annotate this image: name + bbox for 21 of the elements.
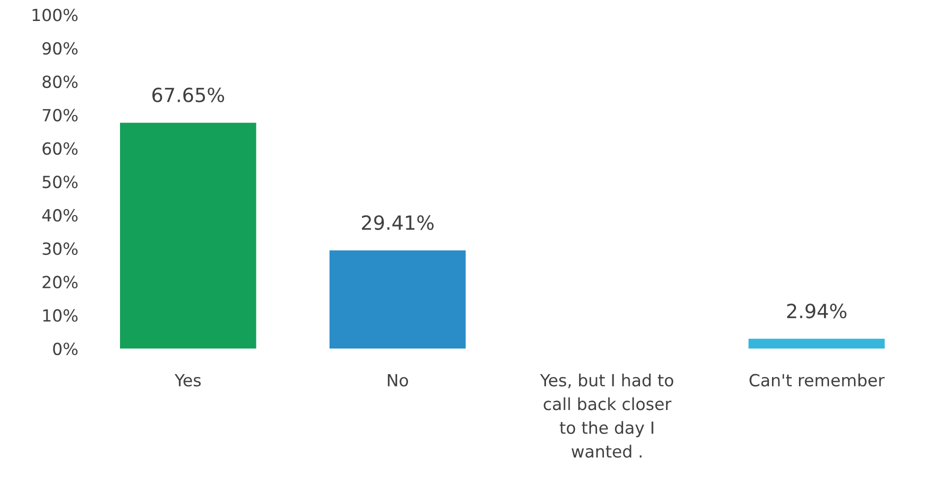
bar	[330, 250, 466, 349]
y-tick-label: 90%	[42, 42, 78, 55]
y-tick-label: 70%	[42, 108, 78, 122]
x-tick-label: Yes	[174, 374, 201, 387]
y-tick-label: 40%	[42, 209, 78, 222]
x-tick-label: Yes, but I had to call back closer to the day I wanted .	[540, 374, 674, 458]
y-tick-label: 20%	[42, 276, 78, 288]
y-tick-label: 50%	[42, 176, 78, 188]
y-tick-label: 30%	[42, 242, 78, 256]
data-label: 29.41%	[362, 215, 434, 230]
y-tick-label: 60%	[42, 142, 78, 155]
bar	[748, 338, 885, 349]
y-tick-label: 0%	[53, 342, 78, 356]
y-tick-label: 10%	[43, 309, 78, 322]
y-tick-label: 80%	[42, 75, 78, 88]
y-tick-label: 100%	[32, 8, 78, 22]
data-label: 2.94%	[787, 304, 846, 318]
bar	[120, 122, 256, 349]
x-tick-label: Can't remember	[750, 374, 885, 387]
data-label: 67.65%	[152, 88, 224, 102]
x-tick-label: No	[388, 374, 408, 387]
